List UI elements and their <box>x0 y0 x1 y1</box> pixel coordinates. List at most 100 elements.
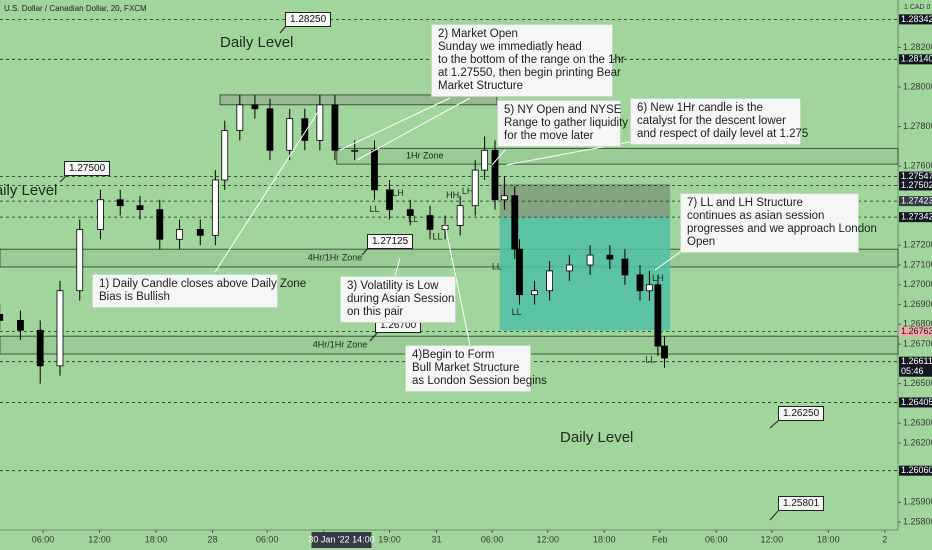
note-line: on this pair <box>347 306 404 318</box>
y-tick-label: 1.26300 <box>903 418 932 428</box>
price-callout: 1.28250 <box>285 12 332 27</box>
x-tick-label: 12:00 <box>761 534 784 544</box>
price-tag-label: 1.26763 <box>901 326 932 336</box>
price-callout: 1.25801 <box>778 496 825 511</box>
x-tick-label: 06:00 <box>32 534 55 544</box>
candle-body <box>501 195 508 201</box>
price-tag <box>899 326 932 337</box>
candle-body <box>511 195 519 250</box>
symbol-title: U.S. Dollar / Canadian Dollar, 20, FXCM <box>4 4 147 13</box>
note-line: as London Session begins <box>412 375 547 387</box>
x-tick-label: 18:00 <box>817 534 840 544</box>
candle-body <box>0 314 4 321</box>
cursor-time-bg <box>311 532 372 548</box>
x-tick-label: 31 <box>432 534 442 544</box>
candle-body <box>286 118 294 151</box>
note-line: 6) New 1Hr candle is the <box>637 102 763 114</box>
candle-body <box>196 229 204 236</box>
note-line: Bias is Bullish <box>99 291 170 303</box>
currency-label: 1 CAD 0 <box>904 4 931 11</box>
daily-level-text: Daily Level <box>560 429 634 446</box>
price-tag <box>899 171 932 182</box>
candle-body <box>331 104 339 151</box>
zone <box>336 147 899 165</box>
zone <box>219 94 498 106</box>
note-line: 1) Daily Candle closes above Daily Zone <box>99 278 307 290</box>
price-tag <box>899 356 932 377</box>
x-tick-label: Feb <box>652 534 668 544</box>
price-tag <box>899 14 932 25</box>
note-line: and respect of daily level at 1.275 <box>637 128 809 140</box>
zone <box>0 248 899 268</box>
candle-body <box>371 149 378 191</box>
price-tag <box>899 465 932 476</box>
price-tag <box>899 54 932 65</box>
note-line: Open <box>687 236 716 248</box>
note-line: for the move later <box>504 130 594 142</box>
price-tag-label: 1.27423 <box>901 195 932 205</box>
price-tag-label: 1.28140 <box>901 54 932 64</box>
pointer <box>339 97 451 151</box>
candle-body <box>546 270 554 292</box>
note: 1) Daily Candle closes above Daily Zone B… <box>92 274 307 308</box>
candle-body <box>351 149 359 152</box>
candle-body <box>636 274 644 292</box>
price-tag-label: 1.26060 <box>901 465 932 475</box>
candle-body <box>481 149 489 171</box>
candle-body <box>406 209 414 216</box>
price-tag-label: 1.26611 <box>901 356 932 366</box>
candle-body <box>621 258 629 276</box>
note-line: 7) LL and LH Structure <box>687 197 803 209</box>
daily-level-text: Daily Level <box>220 34 294 51</box>
pointer <box>356 97 471 161</box>
pointer <box>214 111 319 273</box>
candle-body <box>56 290 64 367</box>
note: 5) NY Open and NYSE Range to gather liqui… <box>497 100 628 147</box>
note-line: during Asian Session <box>347 293 455 305</box>
position-box <box>499 217 671 331</box>
note-line: 3) Volatility is Low <box>347 280 439 292</box>
note-line: Bull Market Structure <box>412 362 520 374</box>
pointer <box>369 332 378 342</box>
candle-body <box>565 264 573 272</box>
candle-body <box>156 209 164 240</box>
x-tick-label: 06:00 <box>481 534 504 544</box>
price-tag <box>899 397 932 408</box>
x-tick-label: 19:00 <box>378 534 401 544</box>
pointer <box>491 149 506 166</box>
note: 7) LL and LH Structure continues as asian… <box>680 193 877 253</box>
price-tag <box>899 180 932 191</box>
y-tick-label: 1.28000 <box>903 81 932 91</box>
x-tick-label: 06:00 <box>705 534 728 544</box>
candle-body <box>654 284 662 347</box>
daily-level-text: Daily Level <box>0 182 58 199</box>
note-line: 5) NY Open and NYSE <box>504 104 622 116</box>
x-tick-label: 18:00 <box>145 534 168 544</box>
candle-body <box>116 199 124 207</box>
y-tick-label: 1.27000 <box>903 279 932 289</box>
zone-label: 4Hr/1Hr Zone <box>308 252 363 262</box>
countdown: 05:46 <box>901 366 924 376</box>
pointers <box>59 25 779 521</box>
candle-body <box>386 189 393 211</box>
candle-body <box>266 108 274 151</box>
x-tick-label: 12:00 <box>88 534 111 544</box>
note-line: 2) Market Open <box>438 28 518 40</box>
candle-body <box>316 104 324 141</box>
price-callout: 1.26250 <box>778 406 825 421</box>
y-tick-label: 1.26800 <box>903 319 932 329</box>
candle-body <box>17 319 24 331</box>
candle-body <box>221 130 229 181</box>
pointer <box>59 174 68 183</box>
y-tick-label: 1.26200 <box>903 437 932 447</box>
x-tick-label: 18:00 <box>593 534 616 544</box>
x-tick-label: 2 <box>882 534 887 544</box>
candle-body <box>136 205 144 211</box>
x-tick-label: 06:00 <box>256 534 279 544</box>
structure-label: LL <box>512 307 522 317</box>
price-tag-label: 1.27342 <box>901 212 932 222</box>
price-tag-label: 1.27502 <box>901 180 932 190</box>
y-tick-label: 1.28200 <box>903 42 932 52</box>
y-tick-label: 1.27600 <box>903 160 932 170</box>
